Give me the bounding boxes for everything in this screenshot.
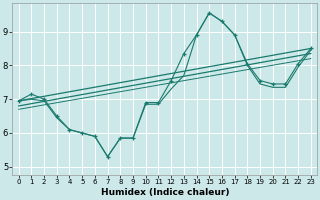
X-axis label: Humidex (Indice chaleur): Humidex (Indice chaleur) xyxy=(100,188,229,197)
